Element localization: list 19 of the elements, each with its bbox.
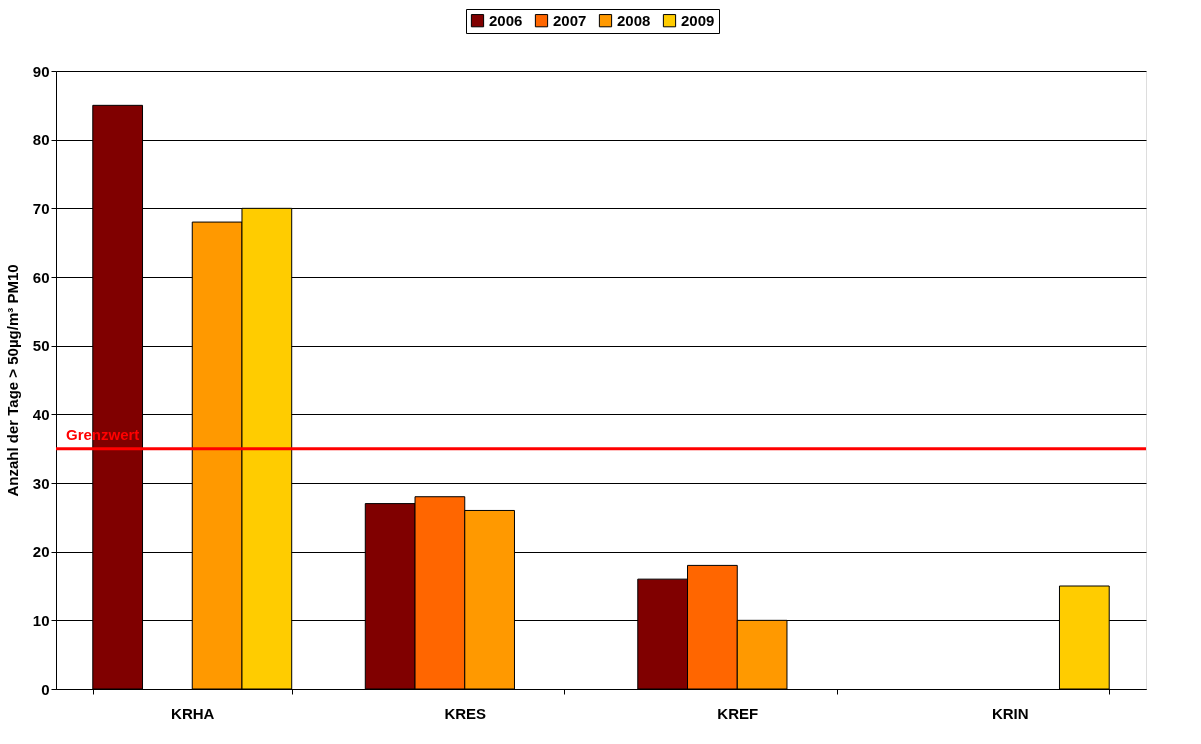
y-tick-label: 30 (32, 474, 50, 492)
y-tick-label: 90 (32, 62, 50, 80)
x-tick-label: KRIN (991, 704, 1029, 722)
x-tick-label: KRHA (171, 704, 215, 722)
y-tick-label: 50 (32, 337, 50, 355)
legend-label: 2008 (617, 11, 651, 29)
legend-label: 2009 (681, 11, 715, 29)
legend-label: 2007 (553, 11, 587, 29)
y-tick-label: 20 (32, 543, 50, 561)
x-tick-label: KREF (717, 704, 759, 722)
y-tick-label: 60 (32, 268, 50, 286)
x-tick-label: KRES (444, 704, 487, 722)
y-tick-label: 70 (32, 199, 50, 217)
y-tick-label: 40 (32, 405, 50, 423)
y-tick-label: 10 (32, 611, 50, 629)
y-tick-label: 0 (41, 680, 50, 698)
y-axis-title: Anzahl der Tage > 50µg/m³ PM10 (3, 264, 21, 497)
y-tick-label: 80 (32, 131, 50, 149)
legend-label: 2006 (489, 11, 523, 29)
